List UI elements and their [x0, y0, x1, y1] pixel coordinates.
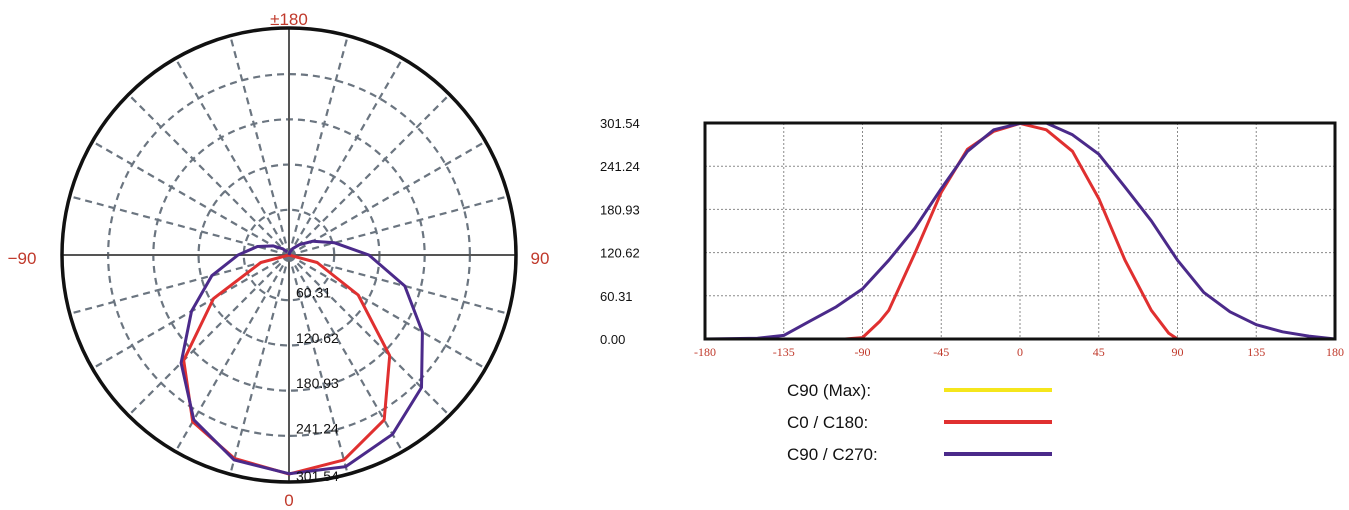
polar-angle-label-top: ±180: [270, 10, 308, 29]
y-tick-label: 301.54: [600, 116, 640, 131]
polar-grid-spoke: [288, 57, 404, 256]
y-tick-label: 0.00: [600, 332, 625, 347]
polar-grid-spoke: [69, 195, 290, 257]
polar-grid-spoke: [174, 57, 290, 256]
cartesian-grid: [704, 122, 1336, 340]
polar-grid-spoke: [127, 93, 290, 256]
polar-ring-label: 180.93: [296, 375, 339, 391]
polar-angle-label-right: 90: [531, 249, 550, 268]
legend-label: C90 (Max):: [787, 381, 871, 400]
y-tick-label: 60.31: [600, 289, 633, 304]
polar-grid-spoke: [288, 140, 487, 256]
legend-label: C0 / C180:: [787, 413, 868, 432]
legend-label: C90 / C270:: [787, 445, 878, 464]
legend: C90 (Max): C0 / C180: C90 / C270:: [787, 381, 1052, 464]
polar-grid-spoke: [288, 195, 509, 257]
polar-ring-label: 301.54: [296, 468, 339, 484]
polar-grid-spoke: [229, 254, 291, 475]
polar-grid-spoke: [288, 254, 487, 370]
polar-angle-label-bottom: 0: [284, 491, 293, 510]
polar-grid-spoke: [69, 253, 290, 315]
plot-frame: [703, 121, 1337, 341]
x-tick-label: -180: [694, 345, 716, 359]
polar-grid-spoke: [287, 254, 349, 475]
polar-angle-label-left: −90: [8, 249, 37, 268]
polar-series: [179, 239, 424, 476]
polar-ring-label: 60.31: [296, 284, 331, 300]
polar-outer-ring: [60, 26, 518, 484]
polar-grid-spoke: [127, 254, 290, 417]
polar-chart: 60.31 120.62 180.93 241.24 301.54 ±180 −90 9…: [8, 10, 550, 510]
x-tick-labels: -180 -135 -90 -45 0 45 90 135 180: [694, 345, 1344, 359]
y-tick-label: 120.62: [600, 246, 640, 261]
polar-grid-spoke: [91, 140, 290, 256]
polar-grid: [62, 28, 516, 482]
polar-ring-label: 241.24: [296, 421, 339, 437]
polar-grid-spoke: [288, 253, 509, 315]
x-tick-label: 180: [1326, 345, 1344, 359]
polar-ring-label: 120.62: [296, 330, 339, 346]
polar-grid-spoke: [229, 35, 291, 256]
polar-grid-spoke: [287, 35, 349, 256]
x-tick-label: 45: [1093, 345, 1105, 359]
y-tick-label: 180.93: [600, 202, 640, 217]
x-tick-label: 135: [1247, 345, 1265, 359]
y-tick-label: 241.24: [600, 159, 640, 174]
polar-grid-spoke: [288, 254, 451, 417]
x-tick-label: 0: [1017, 345, 1023, 359]
x-tick-label: -90: [855, 345, 871, 359]
x-tick-label: -135: [773, 345, 795, 359]
polar-ring-labels: 60.31 120.62 180.93 241.24 301.54: [296, 284, 339, 484]
polar-grid-spoke: [288, 93, 451, 256]
polar-grid-spoke: [174, 254, 290, 453]
polar-series-line: [179, 239, 424, 476]
polar-grid-spoke: [288, 254, 404, 453]
x-tick-label: 90: [1172, 345, 1184, 359]
y-tick-labels: 301.54 241.24 180.93 120.62 60.31 0.00: [600, 116, 640, 347]
x-tick-label: -45: [933, 345, 949, 359]
